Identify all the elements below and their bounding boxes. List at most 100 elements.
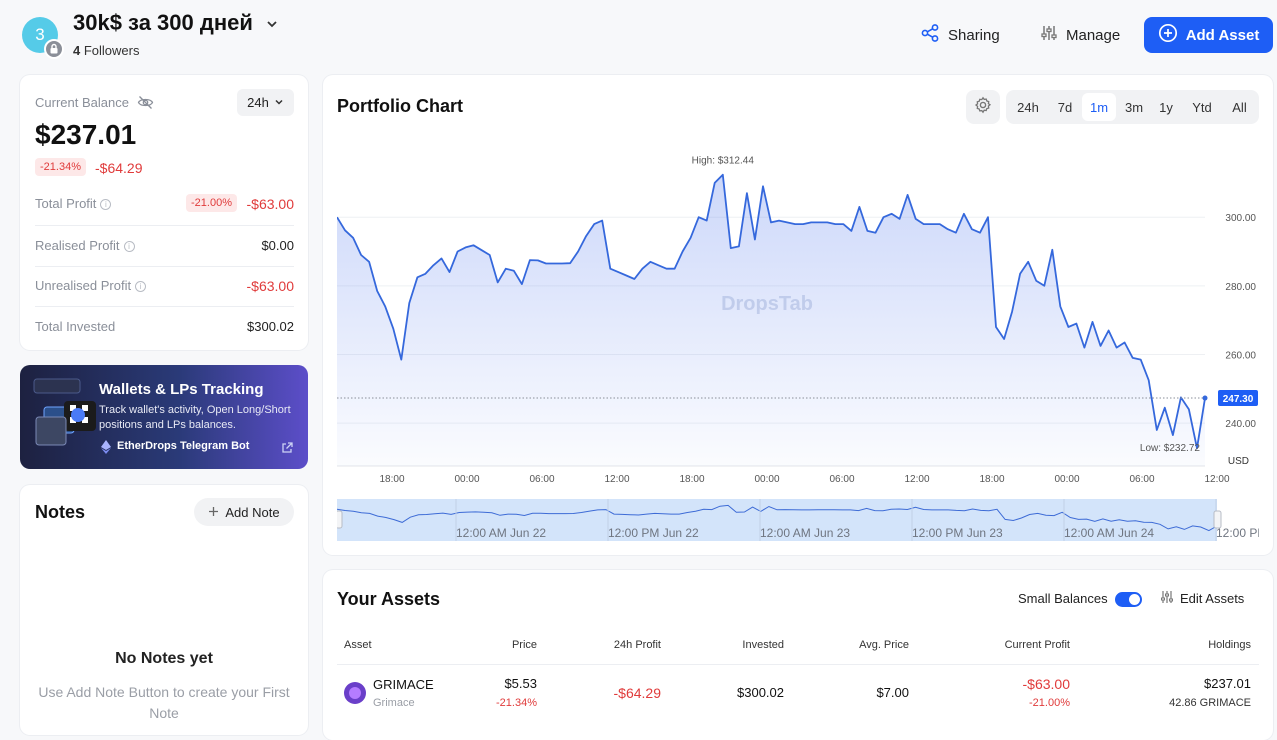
asset-avg-price: $7.00 [876,685,909,700]
current-value-badge [1218,390,1258,407]
chart-settings-button[interactable] [966,90,1000,124]
navigator-date-label: 12:00 AM Jun 22 [456,526,546,540]
info-icon[interactable]: i [135,281,147,293]
navigator-handle-right[interactable] [1213,510,1222,529]
column-header-holdings[interactable]: Holdings [1208,639,1251,651]
navigator-date-label: 12:00 AM Jun 24 [1064,526,1154,540]
navigator-range[interactable] [337,499,1217,541]
table-row[interactable] [337,665,1259,718]
y-tick-label: 240.00 [1225,419,1256,430]
small-balances-toggle[interactable] [1115,592,1142,607]
edit-assets-button[interactable]: Edit Assets [1160,590,1244,607]
column-header-avg-price[interactable]: Avg. Price [859,639,909,651]
balance-amount: $237.01 [35,119,137,150]
notes-empty-title: No Notes yet [115,650,213,667]
realised-profit-value: $0.00 [261,238,294,253]
asset-24h-profit: -$64.29 [613,685,661,701]
add-asset-button[interactable]: Add Asset [1144,17,1273,53]
divider [35,266,294,267]
asset-holdings-value: $237.01 [1204,676,1251,691]
notes-empty-hint: Use Add Note Button to create your First… [38,684,290,721]
total-profit-pct: -21.00% [186,194,237,212]
asset-holdings-amount: 42.86 GRIMACE [1169,697,1251,709]
add-note-button[interactable]: Add Note [194,498,294,526]
column-header-invested[interactable]: Invested [742,639,784,651]
x-tick-label: 18:00 [379,474,404,485]
portfolio-name: 30k$ за 300 дней [73,10,253,35]
sharing-button[interactable]: Sharing [920,20,1000,50]
asset-invested: $300.02 [737,685,784,700]
tab-timeframe-3m[interactable]: 3m [1124,99,1144,115]
unrealised-profit-label: Unrealised Profit i [35,278,147,293]
x-tick-label: 00:00 [1054,474,1079,485]
balance-period-select[interactable]: 24h [237,89,294,116]
edit-assets-label: Edit Assets [1180,591,1245,606]
promo-title: Wallets & LPs Tracking [99,381,264,398]
x-tick-label: 06:00 [529,474,554,485]
tab-timeframe-24h[interactable]: 24h [1017,99,1039,115]
manage-label: Manage [1066,26,1121,44]
tab-timeframe-ytd[interactable]: Ytd [1192,99,1212,115]
portfolio-avatar: 3 [22,17,58,53]
external-link-icon[interactable] [281,441,293,459]
followers-info[interactable]: 4 Followers [73,43,139,58]
ethereum-icon [101,440,111,459]
x-tick-label: 12:00 [604,474,629,485]
navigator-date-label: 12:00 PM Jun 23 [912,526,1003,540]
tab-timeframe-1y[interactable]: 1y [1159,99,1173,115]
promo-banner[interactable] [20,365,308,469]
x-tick-label: 00:00 [454,474,479,485]
avatar-number: 3 [35,25,45,44]
share-icon [920,23,940,47]
sharing-label: Sharing [948,26,1000,44]
followers-label: Followers [83,43,140,58]
x-tick-label: 18:00 [979,474,1004,485]
column-header-current-profit[interactable]: Current Profit [1004,639,1070,651]
total-invested-label: Total Invested [35,319,116,334]
chevron-down-icon[interactable] [265,11,279,37]
navigator-date-label: 12:00 PM Jun 22 [608,526,699,540]
column-header-price[interactable]: Price [511,639,537,651]
portfolio-chart[interactable]: 300.00 280.00 260.00 240.00 18:00 00:00 06:00 1… [337,140,1259,550]
plus-circle-icon [1158,23,1178,47]
chart-area-fill [337,174,1205,466]
chevron-down-icon [274,95,284,110]
info-icon[interactable]: i [123,241,135,253]
x-tick-label: 12:00 [904,474,929,485]
small-balances-label: Small Balances [1018,591,1108,606]
sliders-icon [1160,590,1174,607]
manage-button[interactable]: Manage [1040,20,1120,50]
tab-timeframe-1m[interactable]: 1m [1082,93,1116,121]
notes-title: Notes [35,502,86,522]
plus-icon [208,505,219,520]
total-profit-value: -$63.00 [246,196,294,212]
column-header-24h-profit[interactable]: 24h Profit [613,639,661,651]
eye-off-icon[interactable] [137,95,154,115]
divider [35,306,294,307]
info-icon[interactable]: i [100,199,112,211]
navigator-date-label: 12:00 PM Jun 24 [1216,526,1259,540]
x-tick-label: 12:00 [1204,474,1229,485]
promo-bot-name: EtherDrops Telegram Bot [117,440,250,452]
assets-title: Your Assets [337,589,441,609]
unrealised-profit-value: -$63.00 [246,278,294,294]
x-tick-label: 06:00 [1129,474,1154,485]
assets-card [323,570,1273,740]
chart-series-line[interactable] [337,173,1206,450]
sliders-icon [1040,24,1058,46]
balance-change-pct: -21.34% [35,158,86,176]
balance-card [20,75,308,350]
asset-name: Grimace [373,697,415,709]
followers-count: 4 [73,43,81,58]
grimace-token-icon [344,682,366,704]
asset-price: $5.53 [504,676,537,691]
column-header-asset[interactable]: Asset [344,639,372,651]
asset-current-profit: -$63.00 [1022,676,1070,692]
tab-timeframe-all[interactable]: All [1232,99,1247,115]
portfolio-title[interactable]: 30k$ за 300 дней [73,10,279,37]
add-note-label: Add Note [225,504,280,520]
navigator-handle-left[interactable] [337,510,343,529]
tab-timeframe-7d[interactable]: 7d [1057,99,1073,115]
gear-icon [974,96,992,119]
chart-title: Portfolio Chart [337,96,463,116]
